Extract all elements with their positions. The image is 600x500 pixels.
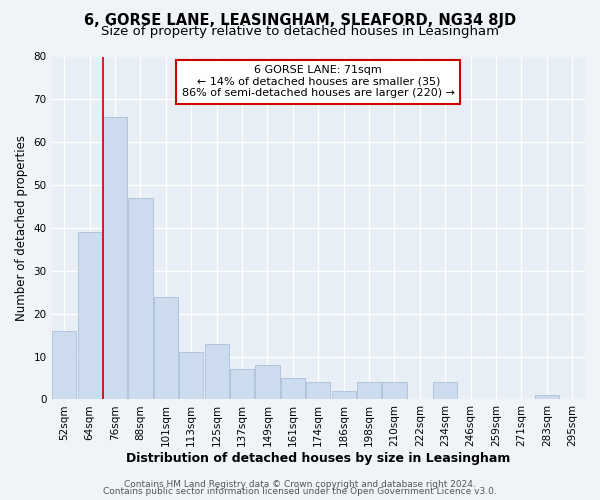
Bar xyxy=(103,116,127,400)
Text: 6, GORSE LANE, LEASINGHAM, SLEAFORD, NG34 8JD: 6, GORSE LANE, LEASINGHAM, SLEAFORD, NG3… xyxy=(84,12,516,28)
Bar xyxy=(535,395,559,400)
Bar xyxy=(306,382,331,400)
Bar xyxy=(433,382,457,400)
Bar xyxy=(205,344,229,400)
Text: 6 GORSE LANE: 71sqm
← 14% of detached houses are smaller (35)
86% of semi-detach: 6 GORSE LANE: 71sqm ← 14% of detached ho… xyxy=(182,65,455,98)
Bar xyxy=(382,382,407,400)
Bar xyxy=(230,370,254,400)
Text: Contains public sector information licensed under the Open Government Licence v3: Contains public sector information licen… xyxy=(103,488,497,496)
Bar xyxy=(128,198,152,400)
Bar xyxy=(77,232,102,400)
Y-axis label: Number of detached properties: Number of detached properties xyxy=(15,135,28,321)
Bar xyxy=(52,331,76,400)
X-axis label: Distribution of detached houses by size in Leasingham: Distribution of detached houses by size … xyxy=(126,452,511,465)
Bar xyxy=(179,352,203,400)
Text: Contains HM Land Registry data © Crown copyright and database right 2024.: Contains HM Land Registry data © Crown c… xyxy=(124,480,476,489)
Text: Size of property relative to detached houses in Leasingham: Size of property relative to detached ho… xyxy=(101,25,499,38)
Bar xyxy=(332,391,356,400)
Bar xyxy=(256,365,280,400)
Bar xyxy=(281,378,305,400)
Bar xyxy=(154,296,178,400)
Bar xyxy=(357,382,381,400)
